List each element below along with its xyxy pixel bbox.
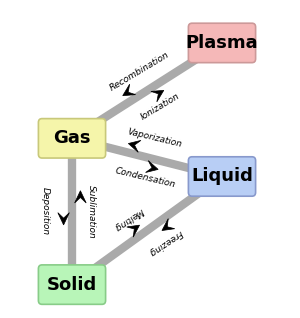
Text: Recombination: Recombination [109, 50, 171, 92]
Text: Vaporization: Vaporization [126, 127, 183, 149]
Text: Melting: Melting [112, 206, 145, 232]
Polygon shape [58, 213, 69, 225]
Polygon shape [127, 225, 140, 237]
FancyBboxPatch shape [188, 23, 256, 63]
FancyBboxPatch shape [38, 265, 106, 304]
Text: Sublimation: Sublimation [87, 184, 96, 238]
Polygon shape [162, 218, 175, 231]
FancyBboxPatch shape [188, 157, 256, 196]
Text: Freezing: Freezing [147, 228, 184, 257]
Text: Gas: Gas [53, 129, 91, 147]
Text: Liquid: Liquid [191, 168, 253, 185]
Text: Ionization: Ionization [139, 91, 181, 121]
Polygon shape [146, 161, 158, 172]
Polygon shape [123, 84, 136, 96]
Text: Plasma: Plasma [186, 34, 258, 52]
FancyBboxPatch shape [38, 119, 106, 158]
Text: Solid: Solid [47, 276, 97, 294]
Polygon shape [128, 141, 141, 152]
Polygon shape [151, 90, 164, 102]
Polygon shape [75, 191, 86, 203]
Text: Deposition: Deposition [40, 187, 50, 236]
Text: Condensation: Condensation [114, 167, 177, 190]
